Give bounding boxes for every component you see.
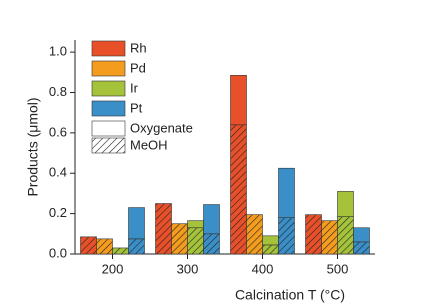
legend-swatch (91, 120, 126, 137)
x-axis-label: Calcination T (°C) (235, 287, 345, 303)
bar-meoh (337, 216, 354, 255)
bar-meoh (321, 220, 338, 255)
x-tick-label: 200 (102, 261, 124, 276)
legend-label: Rh (130, 40, 147, 55)
bar-meoh (278, 217, 295, 255)
bar-meoh (96, 238, 113, 255)
legend-swatch (91, 137, 126, 154)
legend-label: Pd (130, 60, 146, 75)
bar-meoh (155, 203, 172, 255)
y-tick-label: 0.0 (49, 245, 67, 260)
bar-oxygenate (128, 207, 145, 240)
bar-meoh (171, 223, 188, 255)
bar-oxygenate (203, 204, 220, 235)
y-tick-label: 0.6 (49, 124, 67, 139)
y-tick-label: 1.0 (49, 44, 67, 59)
bar-meoh (305, 214, 322, 255)
legend-swatch (91, 60, 126, 77)
legend-label: Oxygenate (130, 120, 193, 135)
bar-meoh (353, 241, 370, 255)
legend-swatch (91, 80, 126, 97)
bar-meoh (80, 236, 97, 255)
bar-oxygenate (187, 220, 204, 229)
x-tick-label: 300 (177, 261, 199, 276)
bar-meoh (187, 227, 204, 255)
legend-swatch (91, 40, 126, 57)
bar-meoh (128, 238, 145, 255)
bar-meoh (262, 244, 279, 255)
y-tick-label: 0.8 (49, 84, 67, 99)
legend-swatch (91, 100, 126, 117)
bar-meoh (112, 247, 129, 255)
x-tick-label: 400 (252, 261, 274, 276)
y-axis-label: Products (μmol) (25, 97, 41, 196)
bar-oxygenate (278, 167, 295, 218)
bar-meoh (230, 124, 247, 255)
legend-label: Pt (130, 100, 143, 115)
bar-oxygenate (230, 75, 247, 126)
x-tick-label: 500 (327, 261, 349, 276)
bar-meoh (246, 214, 263, 255)
legend-label: Ir (130, 80, 139, 95)
bar-oxygenate (262, 235, 279, 246)
bar-meoh (203, 233, 220, 255)
bar-oxygenate (337, 191, 354, 217)
bar-oxygenate (353, 227, 370, 243)
y-tick-label: 0.2 (49, 205, 67, 220)
legend-label: MeOH (130, 137, 168, 152)
y-tick-label: 0.4 (49, 165, 67, 180)
